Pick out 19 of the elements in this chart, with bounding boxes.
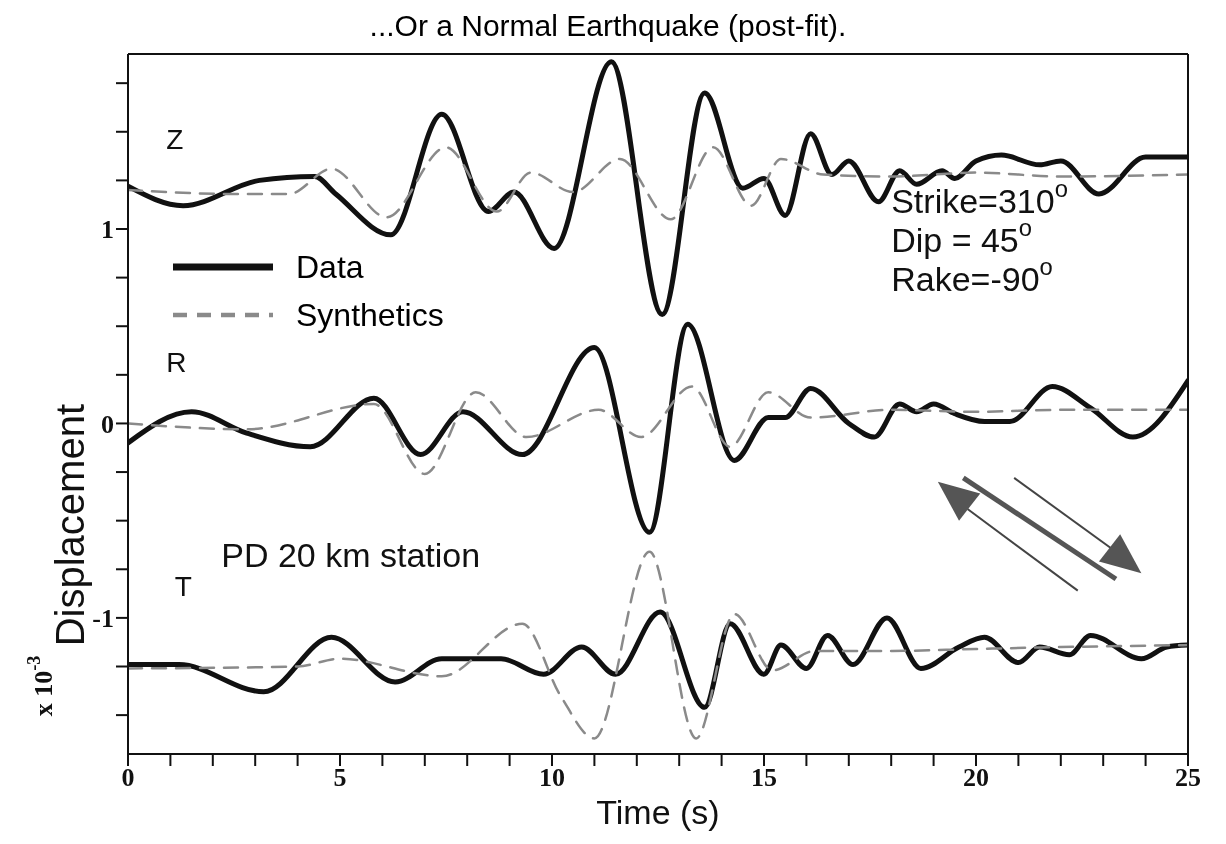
x-tick-label: 25 <box>1175 763 1201 793</box>
x-tick-label: 15 <box>751 763 777 793</box>
x-tick-label: 5 <box>333 763 347 793</box>
annotation: PD 20 km station <box>221 535 481 574</box>
line-series <box>128 385 1188 476</box>
y-tick-label: 1 <box>101 215 114 245</box>
annotation: T <box>174 571 192 603</box>
x-axis-title: Time (s) <box>596 793 720 831</box>
legend-label: Data <box>296 248 364 286</box>
y-tick-label: -1 <box>92 604 114 634</box>
y-tick-label: 0 <box>101 409 114 439</box>
x-tick-label: 0 <box>121 763 135 793</box>
annotation: Z <box>166 123 184 155</box>
x-tick-label: 10 <box>539 763 565 793</box>
annotation: R <box>166 347 187 379</box>
legend-label: Synthetics <box>296 296 444 334</box>
y-axis-title: Displacement <box>48 404 93 647</box>
x-tick-label: 20 <box>963 763 989 793</box>
chart-title: ...Or a Normal Earthquake (post-fit). <box>368 8 848 44</box>
